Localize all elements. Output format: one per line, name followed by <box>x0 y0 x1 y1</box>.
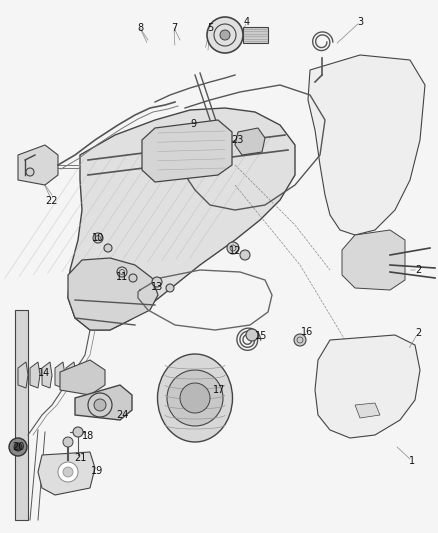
Text: 19: 19 <box>91 466 103 476</box>
Circle shape <box>129 274 137 282</box>
Circle shape <box>9 438 27 456</box>
Text: 18: 18 <box>82 431 94 441</box>
Text: 2: 2 <box>414 328 420 338</box>
Text: 23: 23 <box>230 135 243 145</box>
Polygon shape <box>55 362 65 388</box>
Circle shape <box>166 370 223 426</box>
Text: 14: 14 <box>38 368 50 378</box>
Circle shape <box>226 242 238 254</box>
Circle shape <box>219 30 230 40</box>
Polygon shape <box>75 385 132 420</box>
Polygon shape <box>354 403 379 418</box>
Polygon shape <box>42 362 52 388</box>
Text: 11: 11 <box>116 272 128 282</box>
Text: 12: 12 <box>228 246 240 256</box>
Polygon shape <box>30 362 40 388</box>
Polygon shape <box>15 310 28 520</box>
Polygon shape <box>38 452 95 495</box>
Text: 2: 2 <box>414 265 420 275</box>
Circle shape <box>117 267 127 277</box>
Polygon shape <box>18 362 28 388</box>
Circle shape <box>73 427 83 437</box>
Ellipse shape <box>157 354 232 442</box>
Text: 15: 15 <box>254 331 267 341</box>
Text: 16: 16 <box>300 327 312 337</box>
Circle shape <box>63 437 73 447</box>
Text: 3: 3 <box>356 17 362 27</box>
Circle shape <box>63 467 73 477</box>
Polygon shape <box>307 55 424 235</box>
Polygon shape <box>18 145 58 185</box>
Polygon shape <box>243 27 267 43</box>
Circle shape <box>104 244 112 252</box>
Polygon shape <box>68 258 158 330</box>
Circle shape <box>26 168 34 176</box>
Circle shape <box>58 462 78 482</box>
Circle shape <box>245 329 258 341</box>
Circle shape <box>293 334 305 346</box>
Polygon shape <box>68 108 294 330</box>
Text: 24: 24 <box>116 410 128 420</box>
Circle shape <box>240 250 249 260</box>
Text: 20: 20 <box>12 442 24 452</box>
Circle shape <box>152 277 162 287</box>
Polygon shape <box>234 128 265 155</box>
Text: 8: 8 <box>137 23 143 33</box>
Polygon shape <box>341 230 404 290</box>
Text: 21: 21 <box>74 453 86 463</box>
Polygon shape <box>141 120 231 182</box>
Text: 17: 17 <box>212 385 225 395</box>
Text: 22: 22 <box>46 196 58 206</box>
Text: 13: 13 <box>151 282 163 292</box>
Polygon shape <box>66 362 76 388</box>
Circle shape <box>207 17 243 53</box>
Text: 5: 5 <box>206 23 212 33</box>
Circle shape <box>180 383 209 413</box>
Polygon shape <box>314 335 419 438</box>
Text: 1: 1 <box>408 456 414 466</box>
Text: 4: 4 <box>244 17 250 27</box>
Circle shape <box>14 443 22 451</box>
Polygon shape <box>60 360 105 395</box>
Text: 10: 10 <box>92 233 104 243</box>
Text: 9: 9 <box>190 119 196 129</box>
Circle shape <box>166 284 173 292</box>
Circle shape <box>94 399 106 411</box>
Circle shape <box>88 393 112 417</box>
Text: 7: 7 <box>170 23 177 33</box>
Circle shape <box>93 233 103 243</box>
